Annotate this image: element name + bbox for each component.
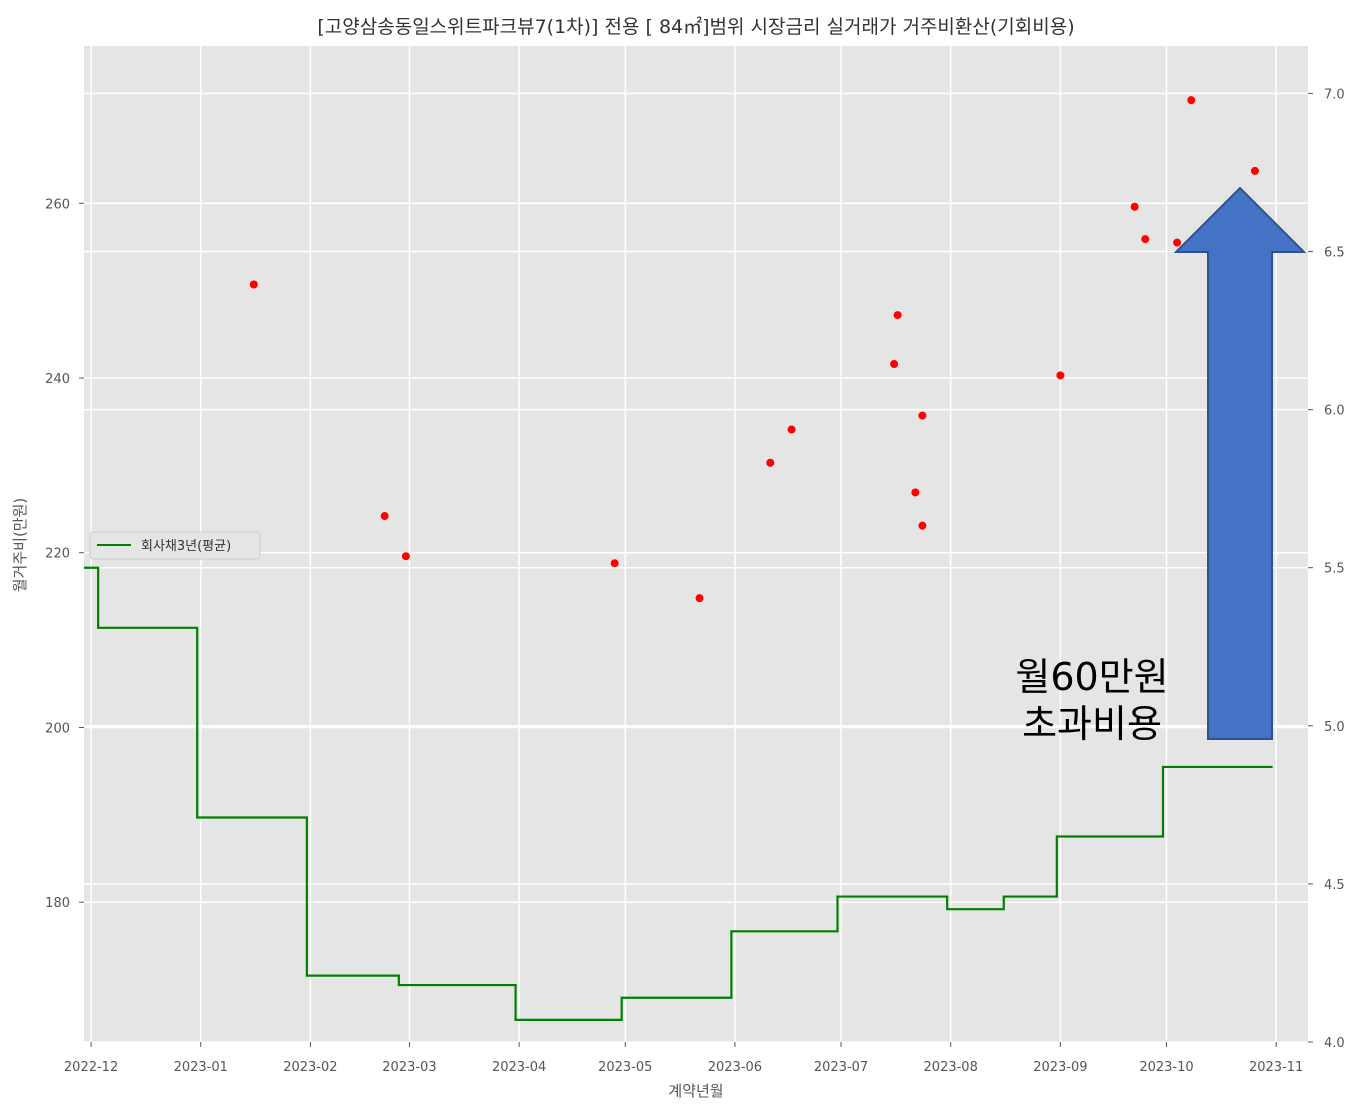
annotation: 월60만원 초과비용 bbox=[1015, 655, 1168, 746]
data-point bbox=[695, 594, 704, 603]
x-tick-label: 2023-07 bbox=[814, 1060, 868, 1075]
x-tick-label: 2023-03 bbox=[382, 1060, 436, 1075]
y2-axis-ticks: 4.0 4.5 5.0 5.5 6.0 6.5 7.0 bbox=[1308, 87, 1345, 1051]
legend: 회사채3년(평균) bbox=[89, 531, 261, 560]
x-tick-label: 2023-05 bbox=[598, 1060, 652, 1075]
y2-tick-label: 6.5 bbox=[1324, 246, 1345, 261]
y2-tick-label: 4.5 bbox=[1324, 878, 1345, 893]
up-arrow-icon bbox=[1173, 186, 1307, 740]
data-point bbox=[918, 411, 927, 420]
x-axis-label: 계약년월 bbox=[668, 1082, 723, 1100]
data-point bbox=[787, 425, 796, 434]
y-tick-label: 220 bbox=[45, 547, 70, 562]
plot-background bbox=[84, 46, 1308, 1042]
y-tick-label: 260 bbox=[45, 197, 70, 212]
annotation-line-1: 월60만원 bbox=[1015, 655, 1168, 699]
x-tick-label: 2023-01 bbox=[174, 1060, 228, 1075]
y-tick-label: 180 bbox=[45, 896, 70, 911]
data-point bbox=[911, 488, 920, 497]
data-point bbox=[249, 280, 258, 289]
x-tick-label: 2023-02 bbox=[283, 1060, 337, 1075]
series-line-group bbox=[84, 566, 1273, 1021]
y2-tick-label: 6.0 bbox=[1324, 404, 1345, 419]
data-point bbox=[1130, 202, 1139, 211]
x-tick-label: 2023-11 bbox=[1249, 1060, 1303, 1075]
data-point bbox=[766, 458, 775, 467]
data-point bbox=[1173, 238, 1182, 247]
series-line bbox=[84, 566, 1273, 1021]
data-point bbox=[1187, 96, 1196, 105]
y-tick-label: 240 bbox=[45, 372, 70, 387]
y2-tick-label: 5.5 bbox=[1324, 562, 1345, 577]
y2-tick-label: 4.0 bbox=[1324, 1036, 1345, 1051]
x-tick-label: 2023-04 bbox=[492, 1060, 546, 1075]
y2-tick-label: 7.0 bbox=[1324, 87, 1345, 102]
data-point bbox=[380, 512, 389, 521]
x-tick-label: 2023-10 bbox=[1139, 1060, 1193, 1075]
legend-label: 회사채3년(평균) bbox=[141, 539, 231, 554]
data-point bbox=[890, 360, 899, 369]
x-tick-label: 2023-06 bbox=[708, 1060, 762, 1075]
y-axis-ticks: 180 200 220 240 260 bbox=[45, 197, 84, 911]
data-point bbox=[1056, 371, 1065, 380]
scatter-points bbox=[249, 96, 1259, 603]
annotation-line-2: 초과비용 bbox=[1022, 702, 1162, 746]
y-tick-label: 200 bbox=[45, 721, 70, 736]
data-point bbox=[610, 559, 619, 568]
data-point bbox=[893, 311, 902, 320]
x-axis-ticks: 2022-12 2023-01 2023-02 2023-03 2023-04 2023-… bbox=[64, 1042, 1303, 1075]
x-tick-label: 2023-08 bbox=[924, 1060, 978, 1075]
x-tick-label: 2023-09 bbox=[1033, 1060, 1087, 1075]
y-axis-label: 월거주비(만원) bbox=[11, 498, 29, 593]
data-point bbox=[1141, 235, 1150, 244]
grid bbox=[84, 46, 1308, 1043]
data-point bbox=[1250, 166, 1259, 175]
data-point bbox=[918, 521, 927, 530]
y2-tick-label: 5.0 bbox=[1324, 720, 1345, 735]
chart-title: [고양삼송동일스위트파크뷰7(1차)] 전용 [ 84㎡]범위 시장금리 실거래… bbox=[317, 15, 1074, 38]
data-point bbox=[401, 552, 410, 561]
x-tick-label: 2022-12 bbox=[64, 1060, 118, 1075]
legend-box bbox=[89, 531, 261, 560]
